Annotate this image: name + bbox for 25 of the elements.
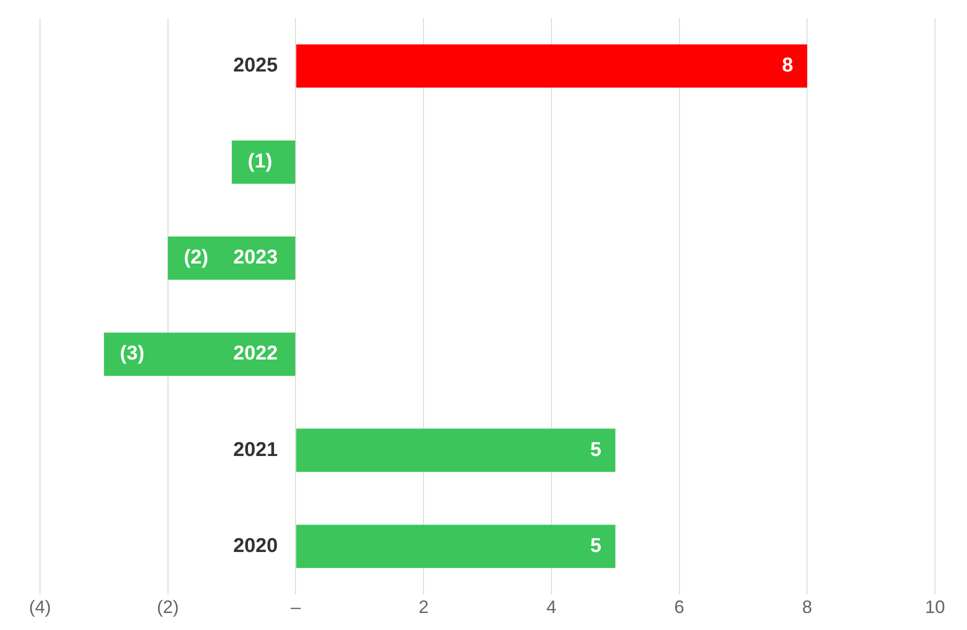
bar bbox=[168, 236, 296, 280]
bar bbox=[296, 44, 808, 88]
data-label: (2) bbox=[184, 246, 208, 269]
y-tick-label: 2020 bbox=[233, 534, 278, 557]
bar bbox=[296, 524, 616, 568]
bar bbox=[296, 428, 616, 472]
data-label: (3) bbox=[120, 342, 144, 365]
data-label: 8 bbox=[782, 54, 794, 77]
y-tick-label: 2023 bbox=[233, 246, 278, 269]
x-tick-label: 6 bbox=[674, 597, 684, 618]
x-tick-label: – bbox=[290, 597, 301, 618]
x-tick-label: 4 bbox=[546, 597, 556, 618]
x-tick-label: (2) bbox=[156, 597, 179, 618]
y-tick-label: 2025 bbox=[233, 54, 278, 77]
x-tick-label: 8 bbox=[802, 597, 812, 618]
x-tick-label: 10 bbox=[924, 597, 946, 618]
bar bbox=[232, 140, 296, 184]
data-label: 5 bbox=[590, 534, 602, 557]
data-label: (1) bbox=[248, 150, 272, 173]
data-label: 5 bbox=[590, 438, 602, 461]
y-tick-label: 2021 bbox=[233, 438, 278, 461]
bar bbox=[104, 332, 296, 376]
x-tick-label: 2 bbox=[418, 597, 429, 618]
y-tick-label: 2022 bbox=[233, 342, 278, 365]
x-tick-label: (4) bbox=[29, 597, 51, 618]
